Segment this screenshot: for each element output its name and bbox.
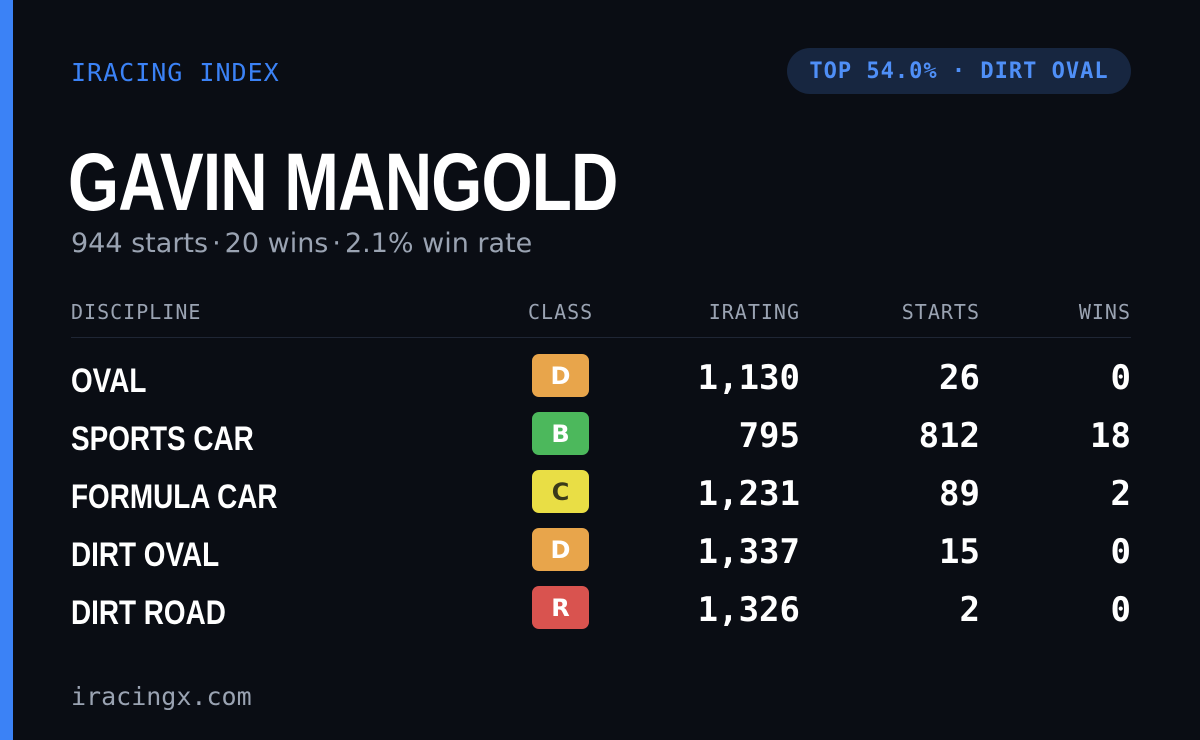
irating-value: 795 — [738, 416, 800, 456]
starts-summary: 944 starts — [71, 228, 209, 259]
starts-value: 26 — [939, 358, 980, 398]
table-row: DIRT OVAL D 1,337 15 0 — [71, 524, 1131, 582]
irating-value: 1,326 — [697, 590, 800, 630]
class-badge: R — [532, 586, 589, 629]
footer-domain: iracingx.com — [71, 682, 252, 711]
driver-summary: 944 starts · 20 wins · 2.1% win rate — [71, 228, 532, 259]
rank-pill: TOP 54.0% · DIRT OVAL — [787, 48, 1131, 94]
header-wins: WINS — [1078, 300, 1131, 324]
header-irating: IRATING — [708, 300, 800, 324]
brand-label: IRACING INDEX — [71, 58, 280, 87]
table-row: DIRT ROAD R 1,326 2 0 — [71, 582, 1131, 640]
separator-dot: · — [212, 228, 221, 259]
header-discipline: DISCIPLINE — [71, 300, 202, 324]
table-row: FORMULA CAR C 1,231 89 2 — [71, 466, 1131, 524]
header-class: CLASS — [528, 300, 594, 324]
wins-summary: 20 wins — [224, 228, 329, 259]
driver-name: GAVIN MANGOLD — [68, 137, 618, 228]
wins-value: 18 — [1090, 416, 1131, 456]
discipline-name: DIRT OVAL — [71, 536, 220, 574]
wins-value: 2 — [1110, 474, 1131, 514]
starts-value: 812 — [918, 416, 980, 456]
discipline-name: FORMULA CAR — [71, 478, 278, 516]
class-badge: B — [532, 412, 589, 455]
discipline-table: OVAL D 1,130 26 0 SPORTS CAR B 795 812 1… — [71, 350, 1131, 640]
table-row: SPORTS CAR B 795 812 18 — [71, 408, 1131, 466]
irating-value: 1,231 — [697, 474, 800, 514]
wins-value: 0 — [1110, 358, 1131, 398]
table-header: DISCIPLINE CLASS IRATING STARTS WINS — [71, 300, 1131, 338]
accent-bar — [0, 0, 13, 740]
wins-value: 0 — [1110, 590, 1131, 630]
wins-value: 0 — [1110, 532, 1131, 572]
starts-value: 2 — [959, 590, 980, 630]
discipline-name: SPORTS CAR — [71, 420, 254, 458]
irating-value: 1,337 — [697, 532, 800, 572]
separator-dot: · — [332, 228, 341, 259]
class-badge: C — [532, 470, 589, 513]
table-row: OVAL D 1,130 26 0 — [71, 350, 1131, 408]
irating-value: 1,130 — [697, 358, 800, 398]
discipline-name: DIRT ROAD — [71, 594, 226, 632]
class-badge: D — [532, 354, 589, 397]
header-starts: STARTS — [901, 300, 980, 324]
winrate-summary: 2.1% win rate — [344, 228, 533, 259]
class-badge: D — [532, 528, 589, 571]
discipline-name: OVAL — [71, 362, 147, 400]
starts-value: 15 — [939, 532, 980, 572]
starts-value: 89 — [939, 474, 980, 514]
